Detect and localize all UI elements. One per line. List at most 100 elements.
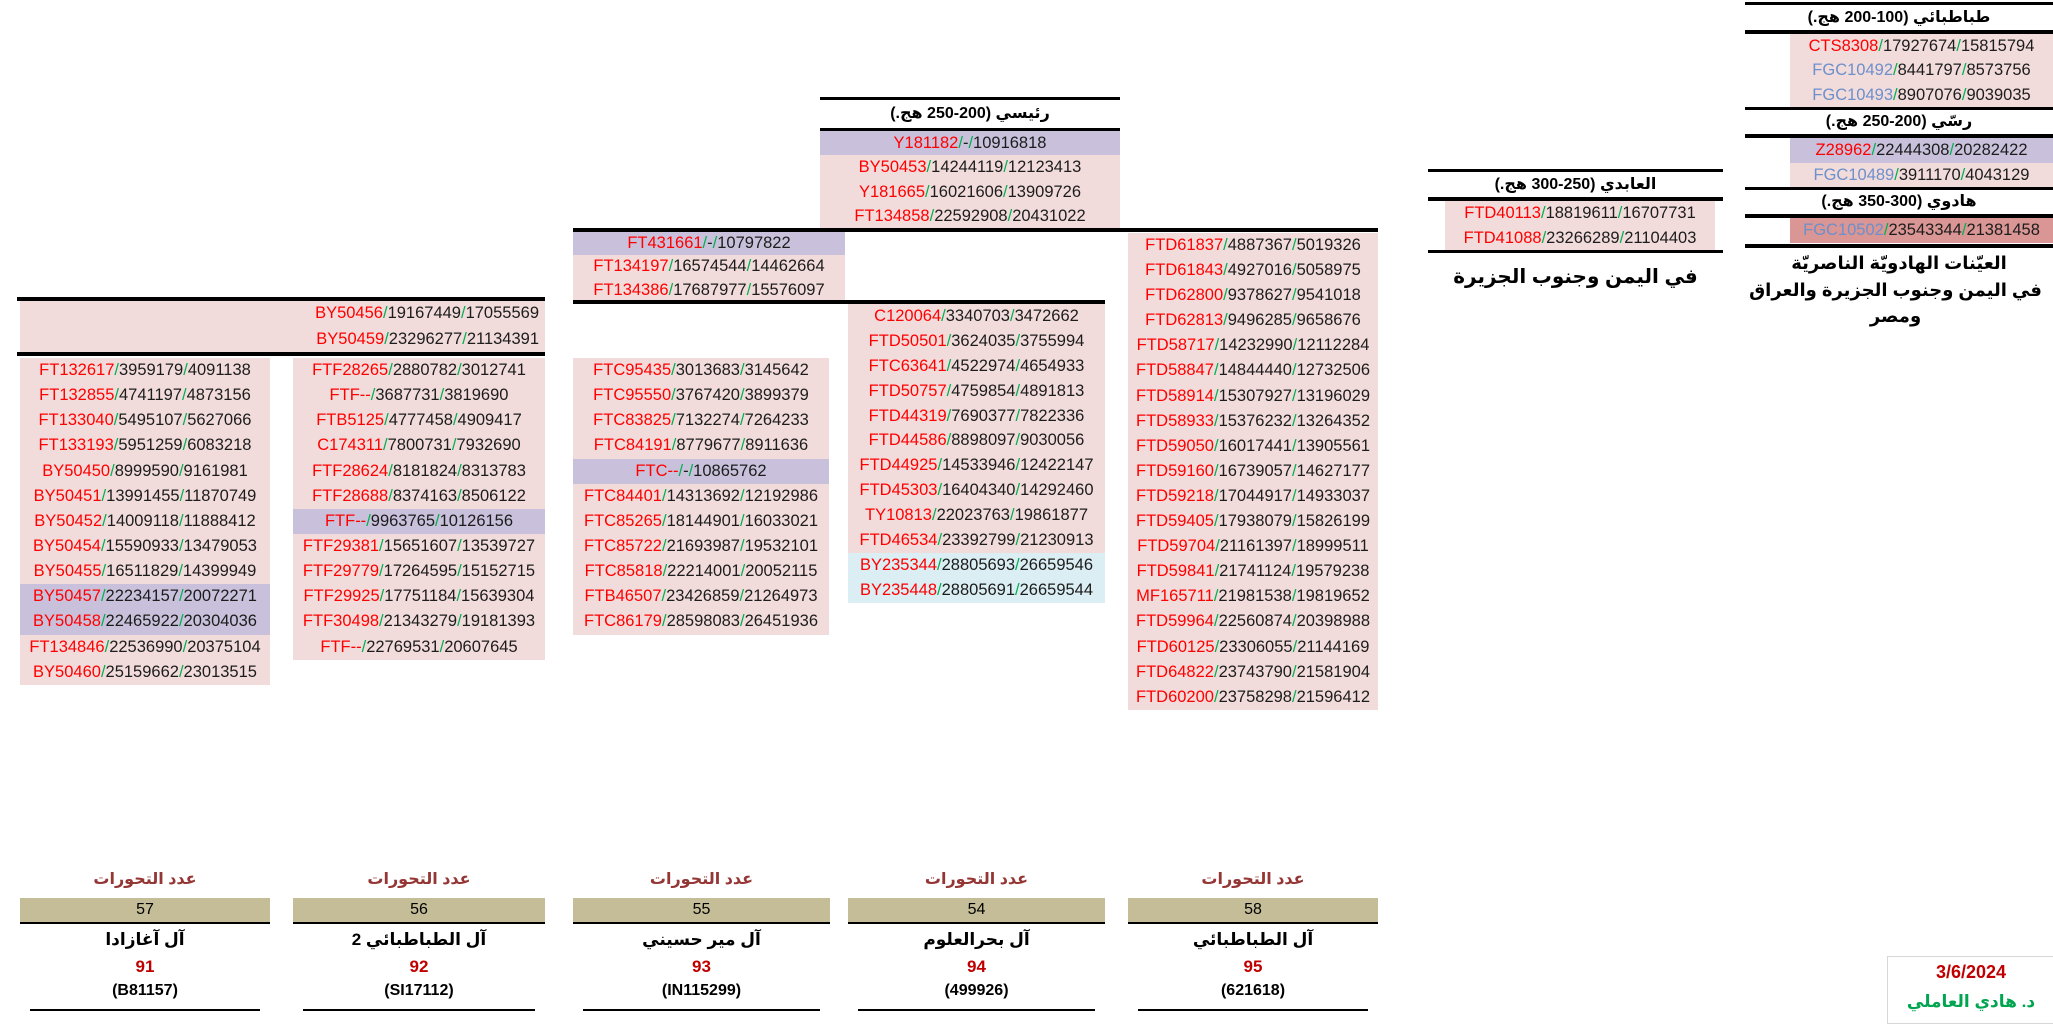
section-title-rassi[interactable]: رسّي (200-250 هج.) bbox=[1825, 113, 1973, 130]
sample-number[interactable]: 95 bbox=[1243, 957, 1263, 976]
snp-row-FTD59218[interactable]: FTD59218/17044917/14933037 bbox=[1128, 483, 1378, 510]
snp-row-FGC10502[interactable]: FGC10502/23543344/21381458 bbox=[1790, 218, 2053, 243]
snp-row-FTD64822[interactable]: FTD64822/23743790/21581904 bbox=[1128, 659, 1378, 685]
snp-row-Y181182[interactable]: Y181182/-/10916818 bbox=[820, 131, 1120, 156]
snp-row-BY50458[interactable]: BY50458/22465922/20304036 bbox=[20, 609, 270, 635]
family-name[interactable]: آل مير حسيني bbox=[642, 930, 761, 949]
snp-row-FTD58847[interactable]: FTD58847/14844440/12732506 bbox=[1128, 358, 1378, 384]
kit-id[interactable]: (621618) bbox=[1220, 982, 1286, 999]
snp-row-FTC84401[interactable]: FTC84401/14313692/12192986 bbox=[573, 483, 829, 509]
snp-row-FTC84191[interactable]: FTC84191/8779677/8911636 bbox=[573, 433, 829, 459]
snp-row-FTF28265[interactable]: FTF28265/2880782/3012741 bbox=[293, 358, 545, 384]
snp-row-FTF29381[interactable]: FTF29381/15651607/13539727 bbox=[293, 533, 545, 560]
snp-row-FTC95550[interactable]: FTC95550/3767420/3899379 bbox=[573, 383, 829, 409]
section-title-tabatabai[interactable]: طباطبائي (100-200 هج.) bbox=[1807, 9, 1991, 26]
snp-row-CTS8308[interactable]: CTS8308/17927674/15815794 bbox=[1790, 34, 2053, 59]
mutation-count-value[interactable]: 58 bbox=[1128, 898, 1378, 924]
snp-row-FTF--[interactable]: FTF--/3687731/3819690 bbox=[293, 383, 545, 409]
snp-row-FTF--[interactable]: FTF--/9963765/10126156 bbox=[293, 508, 545, 534]
snp-row-FT132617[interactable]: FT132617/3959179/4091138 bbox=[20, 358, 270, 384]
family-name[interactable]: آل آغازادا bbox=[105, 930, 185, 949]
snp-row-FTD61837[interactable]: FTD61837/4887367/5019326 bbox=[1128, 233, 1378, 259]
sample-number[interactable]: 92 bbox=[409, 957, 429, 976]
snp-row-FTD59841[interactable]: FTD59841/21741124/19579238 bbox=[1128, 559, 1378, 585]
snp-row-FT134197[interactable]: FT134197/16574544/14462664 bbox=[573, 255, 845, 279]
snp-row-FTD40113[interactable]: FTD40113/18819611/16707731 bbox=[1445, 201, 1715, 226]
kit-id[interactable]: (B81157) bbox=[112, 982, 178, 999]
snp-row-FTC83825[interactable]: FTC83825/7132274/7264233 bbox=[573, 408, 829, 434]
snp-row-FTD59405[interactable]: FTD59405/17938079/15826199 bbox=[1128, 509, 1378, 535]
mutation-count-value[interactable]: 56 bbox=[293, 898, 545, 924]
snp-row-FT133193[interactable]: FT133193/5951259/6083218 bbox=[20, 433, 270, 459]
snp-row-FTC86179[interactable]: FTC86179/28598083/26451936 bbox=[573, 609, 829, 635]
snp-row-FGC10492[interactable]: FGC10492/8441797/8573756 bbox=[1790, 58, 2053, 83]
kit-id[interactable]: (IN115299) bbox=[661, 982, 742, 999]
snp-row-FTD45303[interactable]: FTD45303/16404340/14292460 bbox=[848, 478, 1105, 504]
family-name[interactable]: آل بحرالعلوم bbox=[923, 930, 1030, 949]
snp-row-FTD50757[interactable]: FTD50757/4759854/4891813 bbox=[848, 378, 1105, 404]
section-title-abidi[interactable]: العابدي (250-300 هج.) bbox=[1494, 176, 1657, 193]
snp-row-FTB46507[interactable]: FTB46507/23426859/21264973 bbox=[573, 584, 829, 610]
snp-row-FTF29925[interactable]: FTF29925/17751184/15639304 bbox=[293, 584, 545, 610]
snp-row-FTD50501[interactable]: FTD50501/3624035/3755994 bbox=[848, 328, 1105, 354]
snp-row-FTF--[interactable]: FTF--/22769531/20607645 bbox=[293, 634, 545, 660]
family-name[interactable]: آل الطباطبائي 2 bbox=[351, 930, 487, 949]
snp-row-FTD44586[interactable]: FTD44586/8898097/9030056 bbox=[848, 428, 1105, 454]
footer-author[interactable]: د. هادي العاملي bbox=[1906, 992, 2036, 1011]
snp-row-Z28962[interactable]: Z28962/22444308/20282422 bbox=[1790, 138, 2053, 163]
snp-row-FT431661[interactable]: FT431661/-/10797822 bbox=[573, 232, 845, 256]
snp-row-FTD60125[interactable]: FTD60125/23306055/21144169 bbox=[1128, 634, 1378, 660]
family-name[interactable]: آل الطباطبائي bbox=[1192, 930, 1314, 949]
snp-row-FTD61843[interactable]: FTD61843/4927016/5058975 bbox=[1128, 258, 1378, 284]
snp-row-FTC95435[interactable]: FTC95435/3013683/3145642 bbox=[573, 358, 829, 384]
snp-row-FT134846[interactable]: FT134846/22536990/20375104 bbox=[20, 634, 270, 660]
snp-row-FTD59050[interactable]: FTD59050/16017441/13905561 bbox=[1128, 433, 1378, 459]
snp-row-FTD59964[interactable]: FTD59964/22560874/20398988 bbox=[1128, 609, 1378, 635]
snp-row-BY50460[interactable]: BY50460/25159662/23013515 bbox=[20, 659, 270, 685]
snp-row-BY50456[interactable]: BY50456/19167449/17055569 bbox=[20, 301, 545, 327]
snp-row-Y181665[interactable]: Y181665/16021606/13909726 bbox=[820, 179, 1120, 204]
snp-row-FTD59160[interactable]: FTD59160/16739057/14627177 bbox=[1128, 458, 1378, 484]
footer-date[interactable]: 3/6/2024 bbox=[1935, 962, 2007, 982]
snp-row-FTD62813[interactable]: FTD62813/9496285/9658676 bbox=[1128, 308, 1378, 334]
snp-row-FTF30498[interactable]: FTF30498/21343279/19181393 bbox=[293, 609, 545, 635]
snp-row-FTD46534[interactable]: FTD46534/23392799/21230913 bbox=[848, 528, 1105, 553]
section-title-hadawi[interactable]: هادوي (300-350 هج.) bbox=[1821, 193, 1977, 210]
snp-row-FTD44319[interactable]: FTD44319/7690377/7822336 bbox=[848, 403, 1105, 429]
snp-row-BY235344[interactable]: BY235344/28805693/26659546 bbox=[848, 552, 1105, 578]
snp-row-C174311[interactable]: C174311/7800731/7932690 bbox=[293, 433, 545, 459]
snp-row-MF165711[interactable]: MF165711/21981538/19819652 bbox=[1128, 584, 1378, 610]
snp-row-FTD58914[interactable]: FTD58914/15307927/13196029 bbox=[1128, 383, 1378, 409]
snp-row-FGC10489[interactable]: FGC10489/3911170/4043129 bbox=[1790, 162, 2053, 187]
sample-number[interactable]: 94 bbox=[967, 957, 986, 976]
snp-row-FTC--[interactable]: FTC--/-/10865762 bbox=[573, 458, 829, 484]
snp-row-FTD59704[interactable]: FTD59704/21161397/18999511 bbox=[1128, 534, 1378, 560]
snp-row-BY50450[interactable]: BY50450/8999590/9161981 bbox=[20, 458, 270, 484]
kit-id[interactable]: (499926) bbox=[944, 982, 1009, 999]
snp-row-C120064[interactable]: C120064/3340703/3472662 bbox=[848, 304, 1105, 329]
snp-row-BY50457[interactable]: BY50457/22234157/20072271 bbox=[20, 584, 270, 610]
snp-row-FTF28624[interactable]: FTF28624/8181824/8313783 bbox=[293, 458, 545, 484]
snp-row-FTD44925[interactable]: FTD44925/14533946/12422147 bbox=[848, 453, 1105, 479]
snp-row-FTD62800[interactable]: FTD62800/9378627/9541018 bbox=[1128, 283, 1378, 309]
snp-row-BY50454[interactable]: BY50454/15590933/13479053 bbox=[20, 533, 270, 560]
sample-number[interactable]: 91 bbox=[135, 957, 155, 976]
snp-row-FT132855[interactable]: FT132855/4741197/4873156 bbox=[20, 383, 270, 409]
mutation-count-value[interactable]: 54 bbox=[848, 898, 1105, 924]
snp-row-FTF28688[interactable]: FTF28688/8374163/8506122 bbox=[293, 483, 545, 509]
snp-row-FTC85722[interactable]: FTC85722/21693987/19532101 bbox=[573, 533, 829, 560]
snp-row-BY235448[interactable]: BY235448/28805691/26659544 bbox=[848, 577, 1105, 603]
snp-row-FT134386[interactable]: FT134386/17687977/15576097 bbox=[573, 278, 845, 302]
sample-number[interactable]: 93 bbox=[692, 957, 711, 976]
snp-row-FT133040[interactable]: FT133040/5495107/5627066 bbox=[20, 408, 270, 434]
snp-row-FTC85265[interactable]: FTC85265/18144901/16033021 bbox=[573, 508, 829, 534]
mutation-count-value[interactable]: 55 bbox=[573, 898, 830, 924]
snp-row-BY50453[interactable]: BY50453/14244119/12123413 bbox=[820, 155, 1120, 180]
snp-row-BY50452[interactable]: BY50452/14009118/11888412 bbox=[20, 508, 270, 534]
snp-row-FTC85818[interactable]: FTC85818/22214001/20052115 bbox=[573, 559, 829, 585]
snp-row-FT134858[interactable]: FT134858/22592908/20431022 bbox=[820, 203, 1120, 229]
section-title-raisi[interactable]: رئيسي (200-250 هج.) bbox=[890, 105, 1050, 122]
snp-row-FTD58717[interactable]: FTD58717/14232990/12112284 bbox=[1128, 333, 1378, 359]
snp-row-FTD60200[interactable]: FTD60200/23758298/21596412 bbox=[1128, 684, 1378, 710]
snp-row-FTB5125[interactable]: FTB5125/4777458/4909417 bbox=[293, 408, 545, 434]
